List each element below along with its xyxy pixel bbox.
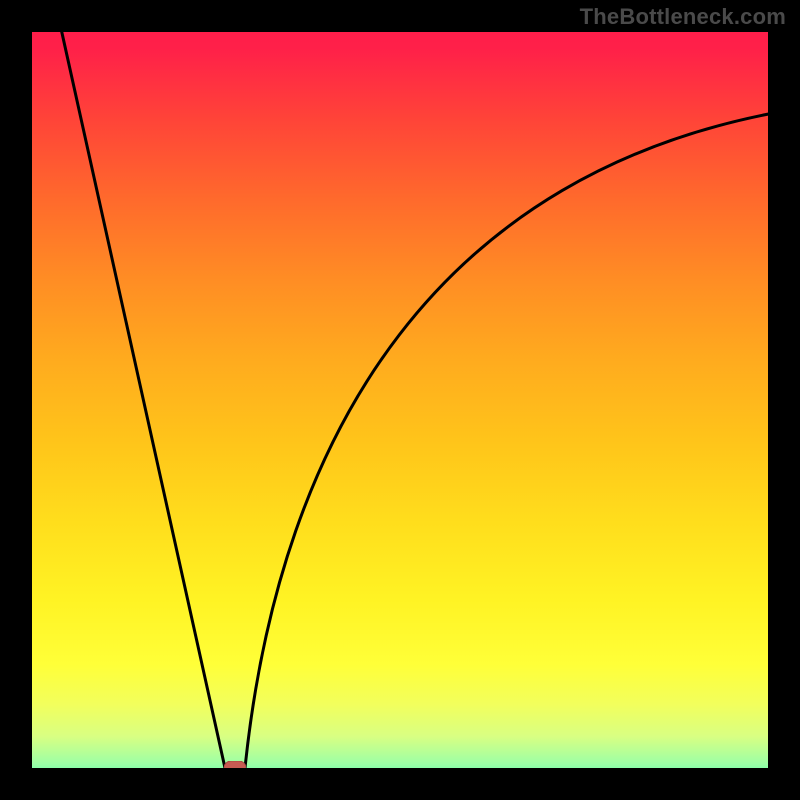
bottleneck-curve xyxy=(0,0,800,800)
watermark-text: TheBottleneck.com xyxy=(580,4,786,30)
chart-container: TheBottleneck.com xyxy=(0,0,800,800)
minimum-marker xyxy=(224,761,246,775)
